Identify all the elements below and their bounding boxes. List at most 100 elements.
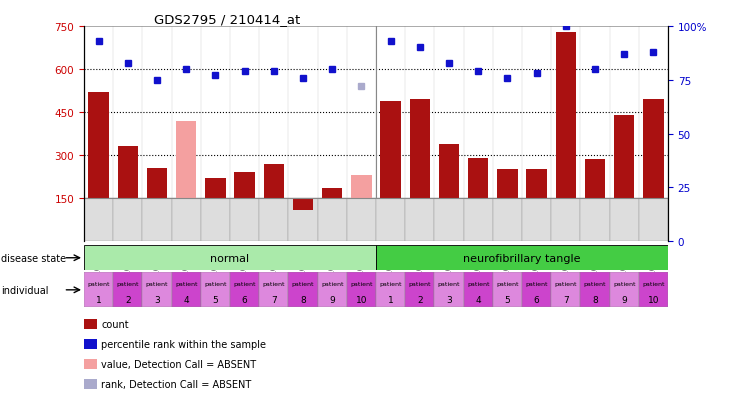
Bar (264, 164, 284, 199)
Bar (556, 33, 576, 199)
Text: 9: 9 (329, 295, 335, 304)
Text: rank, Detection Call = ABSENT: rank, Detection Call = ABSENT (101, 379, 252, 389)
FancyBboxPatch shape (230, 199, 259, 242)
Bar (351, 176, 372, 199)
Text: 4: 4 (183, 295, 189, 304)
Text: 3: 3 (446, 295, 452, 304)
Text: patient: patient (234, 281, 255, 286)
Text: patient: patient (263, 281, 285, 286)
FancyBboxPatch shape (113, 199, 142, 242)
Text: normal: normal (210, 253, 250, 263)
Text: patient: patient (88, 281, 110, 286)
Text: 2: 2 (417, 295, 423, 304)
Text: disease state: disease state (1, 253, 66, 263)
Text: neurofibrillary tangle: neurofibrillary tangle (464, 253, 580, 263)
Bar (113, 273, 142, 308)
Bar (322, 189, 342, 199)
Text: 8: 8 (300, 295, 306, 304)
Text: 7: 7 (271, 295, 277, 304)
Bar (551, 273, 580, 308)
FancyBboxPatch shape (84, 199, 113, 242)
FancyBboxPatch shape (376, 199, 405, 242)
Text: patient: patient (438, 281, 460, 286)
Text: patient: patient (292, 281, 314, 286)
Text: 10: 10 (648, 295, 659, 304)
Text: individual: individual (1, 285, 49, 295)
FancyBboxPatch shape (318, 199, 347, 242)
FancyBboxPatch shape (142, 199, 172, 242)
FancyBboxPatch shape (201, 199, 230, 242)
Bar (230, 273, 259, 308)
FancyBboxPatch shape (610, 199, 639, 242)
FancyBboxPatch shape (639, 199, 668, 242)
Bar (580, 273, 610, 308)
Text: patient: patient (467, 281, 489, 286)
Text: 6: 6 (242, 295, 247, 304)
FancyBboxPatch shape (405, 199, 434, 242)
Text: count: count (101, 319, 129, 329)
Text: patient: patient (146, 281, 168, 286)
Text: value, Detection Call = ABSENT: value, Detection Call = ABSENT (101, 359, 257, 369)
Text: 8: 8 (592, 295, 598, 304)
Bar (234, 173, 255, 199)
Bar (585, 160, 605, 199)
Text: 3: 3 (154, 295, 160, 304)
Text: patient: patient (613, 281, 635, 286)
Text: patient: patient (526, 281, 548, 286)
FancyBboxPatch shape (580, 199, 610, 242)
Bar (88, 93, 109, 199)
Text: patient: patient (117, 281, 139, 286)
Text: patient: patient (409, 281, 431, 286)
Bar (493, 273, 522, 308)
Text: patient: patient (350, 281, 372, 286)
Text: patient: patient (642, 281, 664, 286)
Bar (172, 273, 201, 308)
Text: 4: 4 (475, 295, 481, 304)
FancyBboxPatch shape (551, 199, 580, 242)
Bar (614, 116, 634, 199)
Bar (118, 147, 138, 199)
FancyBboxPatch shape (259, 199, 288, 242)
Bar (84, 273, 113, 308)
Text: 5: 5 (504, 295, 510, 304)
FancyBboxPatch shape (464, 199, 493, 242)
Bar (410, 100, 430, 199)
Bar (639, 273, 668, 308)
Text: patient: patient (496, 281, 518, 286)
Bar (142, 273, 172, 308)
Bar (84, 246, 376, 271)
Text: 6: 6 (534, 295, 539, 304)
Bar (293, 199, 313, 210)
Bar (522, 273, 551, 308)
FancyBboxPatch shape (347, 199, 376, 242)
Text: patient: patient (584, 281, 606, 286)
Bar (147, 169, 167, 199)
Text: 1: 1 (96, 295, 101, 304)
Text: 7: 7 (563, 295, 569, 304)
Bar (468, 159, 488, 199)
Text: 1: 1 (388, 295, 393, 304)
Text: patient: patient (321, 281, 343, 286)
Bar (288, 273, 318, 308)
FancyBboxPatch shape (522, 199, 551, 242)
FancyBboxPatch shape (288, 199, 318, 242)
Bar (176, 121, 196, 199)
Text: patient: patient (380, 281, 402, 286)
Bar (464, 273, 493, 308)
Bar (497, 170, 518, 199)
Bar (439, 144, 459, 199)
FancyBboxPatch shape (172, 199, 201, 242)
Text: 5: 5 (212, 295, 218, 304)
Bar (376, 246, 668, 271)
Bar (318, 273, 347, 308)
Text: 10: 10 (356, 295, 367, 304)
Text: patient: patient (204, 281, 226, 286)
FancyBboxPatch shape (493, 199, 522, 242)
Bar (526, 170, 547, 199)
Bar (610, 273, 639, 308)
Text: 9: 9 (621, 295, 627, 304)
Bar (205, 178, 226, 199)
Bar (259, 273, 288, 308)
Text: GDS2795 / 210414_at: GDS2795 / 210414_at (154, 13, 300, 26)
Bar (376, 273, 405, 308)
